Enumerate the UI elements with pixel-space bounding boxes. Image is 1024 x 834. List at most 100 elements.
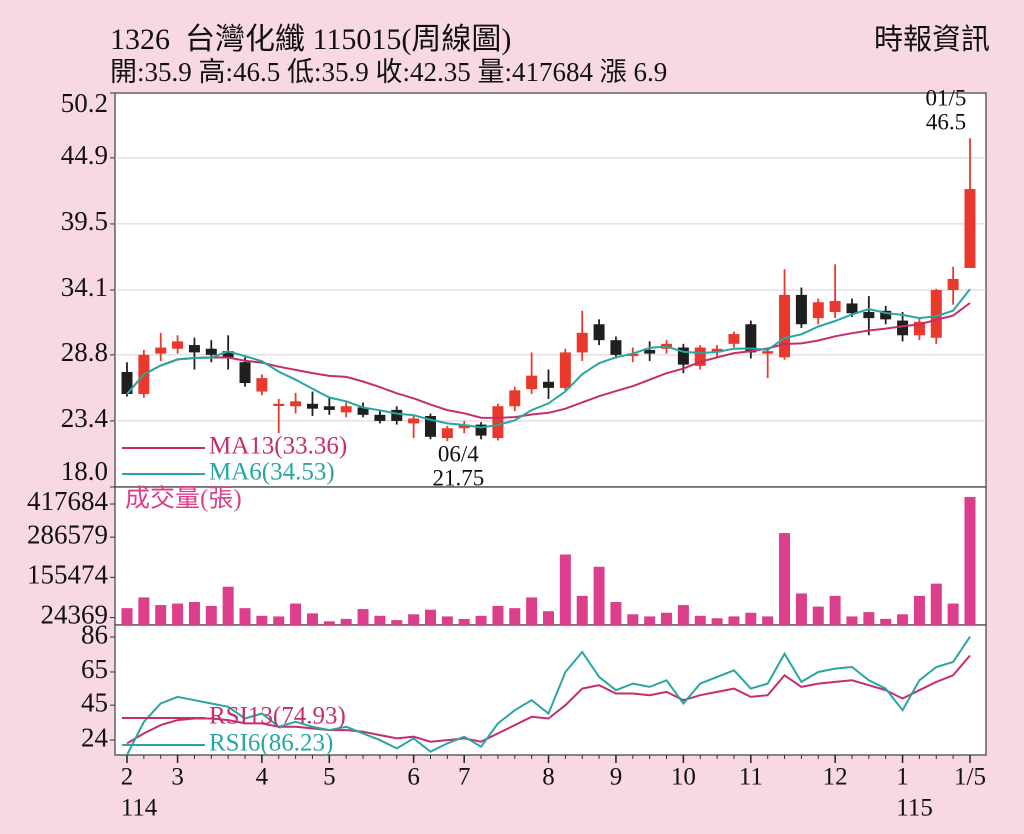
volume-bar — [863, 612, 875, 625]
candlestick — [290, 401, 302, 407]
volume-tick-label: 417684 — [27, 486, 109, 516]
source-label: 時報資訊 — [873, 24, 990, 56]
volume-bar — [357, 609, 369, 625]
volume-bar — [188, 602, 200, 625]
candlestick — [559, 352, 571, 388]
volume-bar — [323, 621, 335, 625]
candlestick — [256, 378, 268, 392]
candlestick — [930, 290, 942, 338]
volume-bar — [340, 618, 352, 625]
volume-bar — [593, 566, 605, 625]
candlestick — [222, 351, 234, 358]
candlestick — [711, 348, 723, 353]
price-tick-label: 39.5 — [61, 206, 108, 236]
candlestick — [795, 294, 807, 325]
candlestick — [121, 371, 133, 395]
price-tick-label: 34.1 — [61, 272, 108, 302]
candlestick — [947, 278, 959, 290]
candlestick — [239, 362, 251, 383]
volume-bar — [745, 612, 757, 625]
volume-bar — [576, 595, 588, 625]
candlestick — [205, 348, 217, 355]
price-tick-label: 50.2 — [61, 88, 108, 118]
candlestick — [846, 303, 858, 314]
candlestick — [779, 294, 791, 358]
volume-bar — [913, 595, 925, 625]
candlestick — [576, 332, 588, 353]
volume-bar — [829, 595, 841, 625]
month-tick-label: 7 — [458, 764, 471, 791]
rsi-legend-label: RSI13(74.93) — [209, 703, 346, 730]
candlestick — [172, 341, 184, 349]
candlestick — [745, 324, 757, 353]
candlestick — [812, 302, 824, 319]
rsi-tick-label: 86 — [81, 619, 108, 649]
candlestick — [728, 334, 740, 344]
candlestick — [458, 424, 470, 429]
volume-tick-label: 286579 — [27, 519, 108, 549]
rsi-tick-label: 24 — [81, 722, 109, 752]
volume-tick-label: 24369 — [41, 600, 109, 630]
candlestick — [188, 345, 200, 353]
volume-bar — [155, 605, 167, 625]
candlestick — [357, 407, 369, 415]
candlestick — [677, 347, 689, 365]
month-tick-label: 8 — [542, 764, 555, 791]
candlestick — [155, 347, 167, 354]
candlestick — [627, 353, 639, 357]
volume-bar — [290, 603, 302, 625]
volume-bar — [964, 497, 976, 625]
year-label: 114 — [121, 795, 158, 822]
price-annotation: 46.5 — [926, 109, 966, 134]
volume-panel-label: 成交量(張) — [125, 485, 242, 513]
candlestick — [475, 424, 487, 436]
ma-legend-label: MA6(34.53) — [209, 459, 335, 486]
candlestick — [694, 347, 706, 366]
volume-bar — [172, 603, 184, 625]
volume-bar — [711, 618, 723, 625]
month-tick-label: 12 — [823, 764, 848, 791]
candlestick — [543, 381, 554, 388]
candlestick — [863, 312, 875, 319]
volume-bar — [779, 533, 791, 625]
candlestick — [408, 418, 420, 424]
month-tick-label: 1 — [896, 764, 909, 791]
volume-bar — [273, 616, 285, 625]
candlestick — [306, 403, 318, 409]
volume-bar — [526, 597, 538, 625]
volume-bar — [492, 606, 504, 625]
volume-bar — [205, 606, 217, 625]
month-tick-label: 6 — [407, 764, 420, 791]
candlestick — [391, 409, 403, 421]
ma-legend-label: MA13(33.36) — [209, 433, 347, 460]
candlestick — [509, 390, 521, 407]
volume-bar — [374, 615, 386, 625]
volume-bar — [391, 620, 403, 625]
rsi-line — [126, 654, 971, 745]
month-tick-label: 10 — [671, 764, 696, 791]
candlestick — [492, 406, 504, 439]
candlestick — [323, 406, 335, 410]
month-tick-label: 9 — [610, 764, 623, 791]
volume-bar — [728, 616, 740, 625]
volume-bar — [897, 614, 909, 625]
volume-bar — [694, 615, 706, 625]
volume-bar — [661, 612, 673, 625]
volume-bar — [677, 605, 689, 625]
candlestick — [526, 375, 538, 390]
volume-bar — [424, 609, 436, 625]
month-tick-label: 1/5 — [954, 764, 986, 791]
volume-bar — [222, 586, 234, 625]
volume-bar — [138, 597, 150, 625]
page-title: 1326 台灣化纖 115015(周線圖) — [110, 23, 512, 56]
month-tick-label: 5 — [323, 764, 336, 791]
year-label: 115 — [896, 795, 933, 822]
candlestick — [880, 310, 892, 320]
volume-bar — [559, 554, 571, 625]
volume-bar — [543, 611, 554, 625]
volume-bar — [610, 602, 622, 625]
ma-line-6 — [126, 288, 971, 429]
volume-bar — [812, 606, 824, 625]
